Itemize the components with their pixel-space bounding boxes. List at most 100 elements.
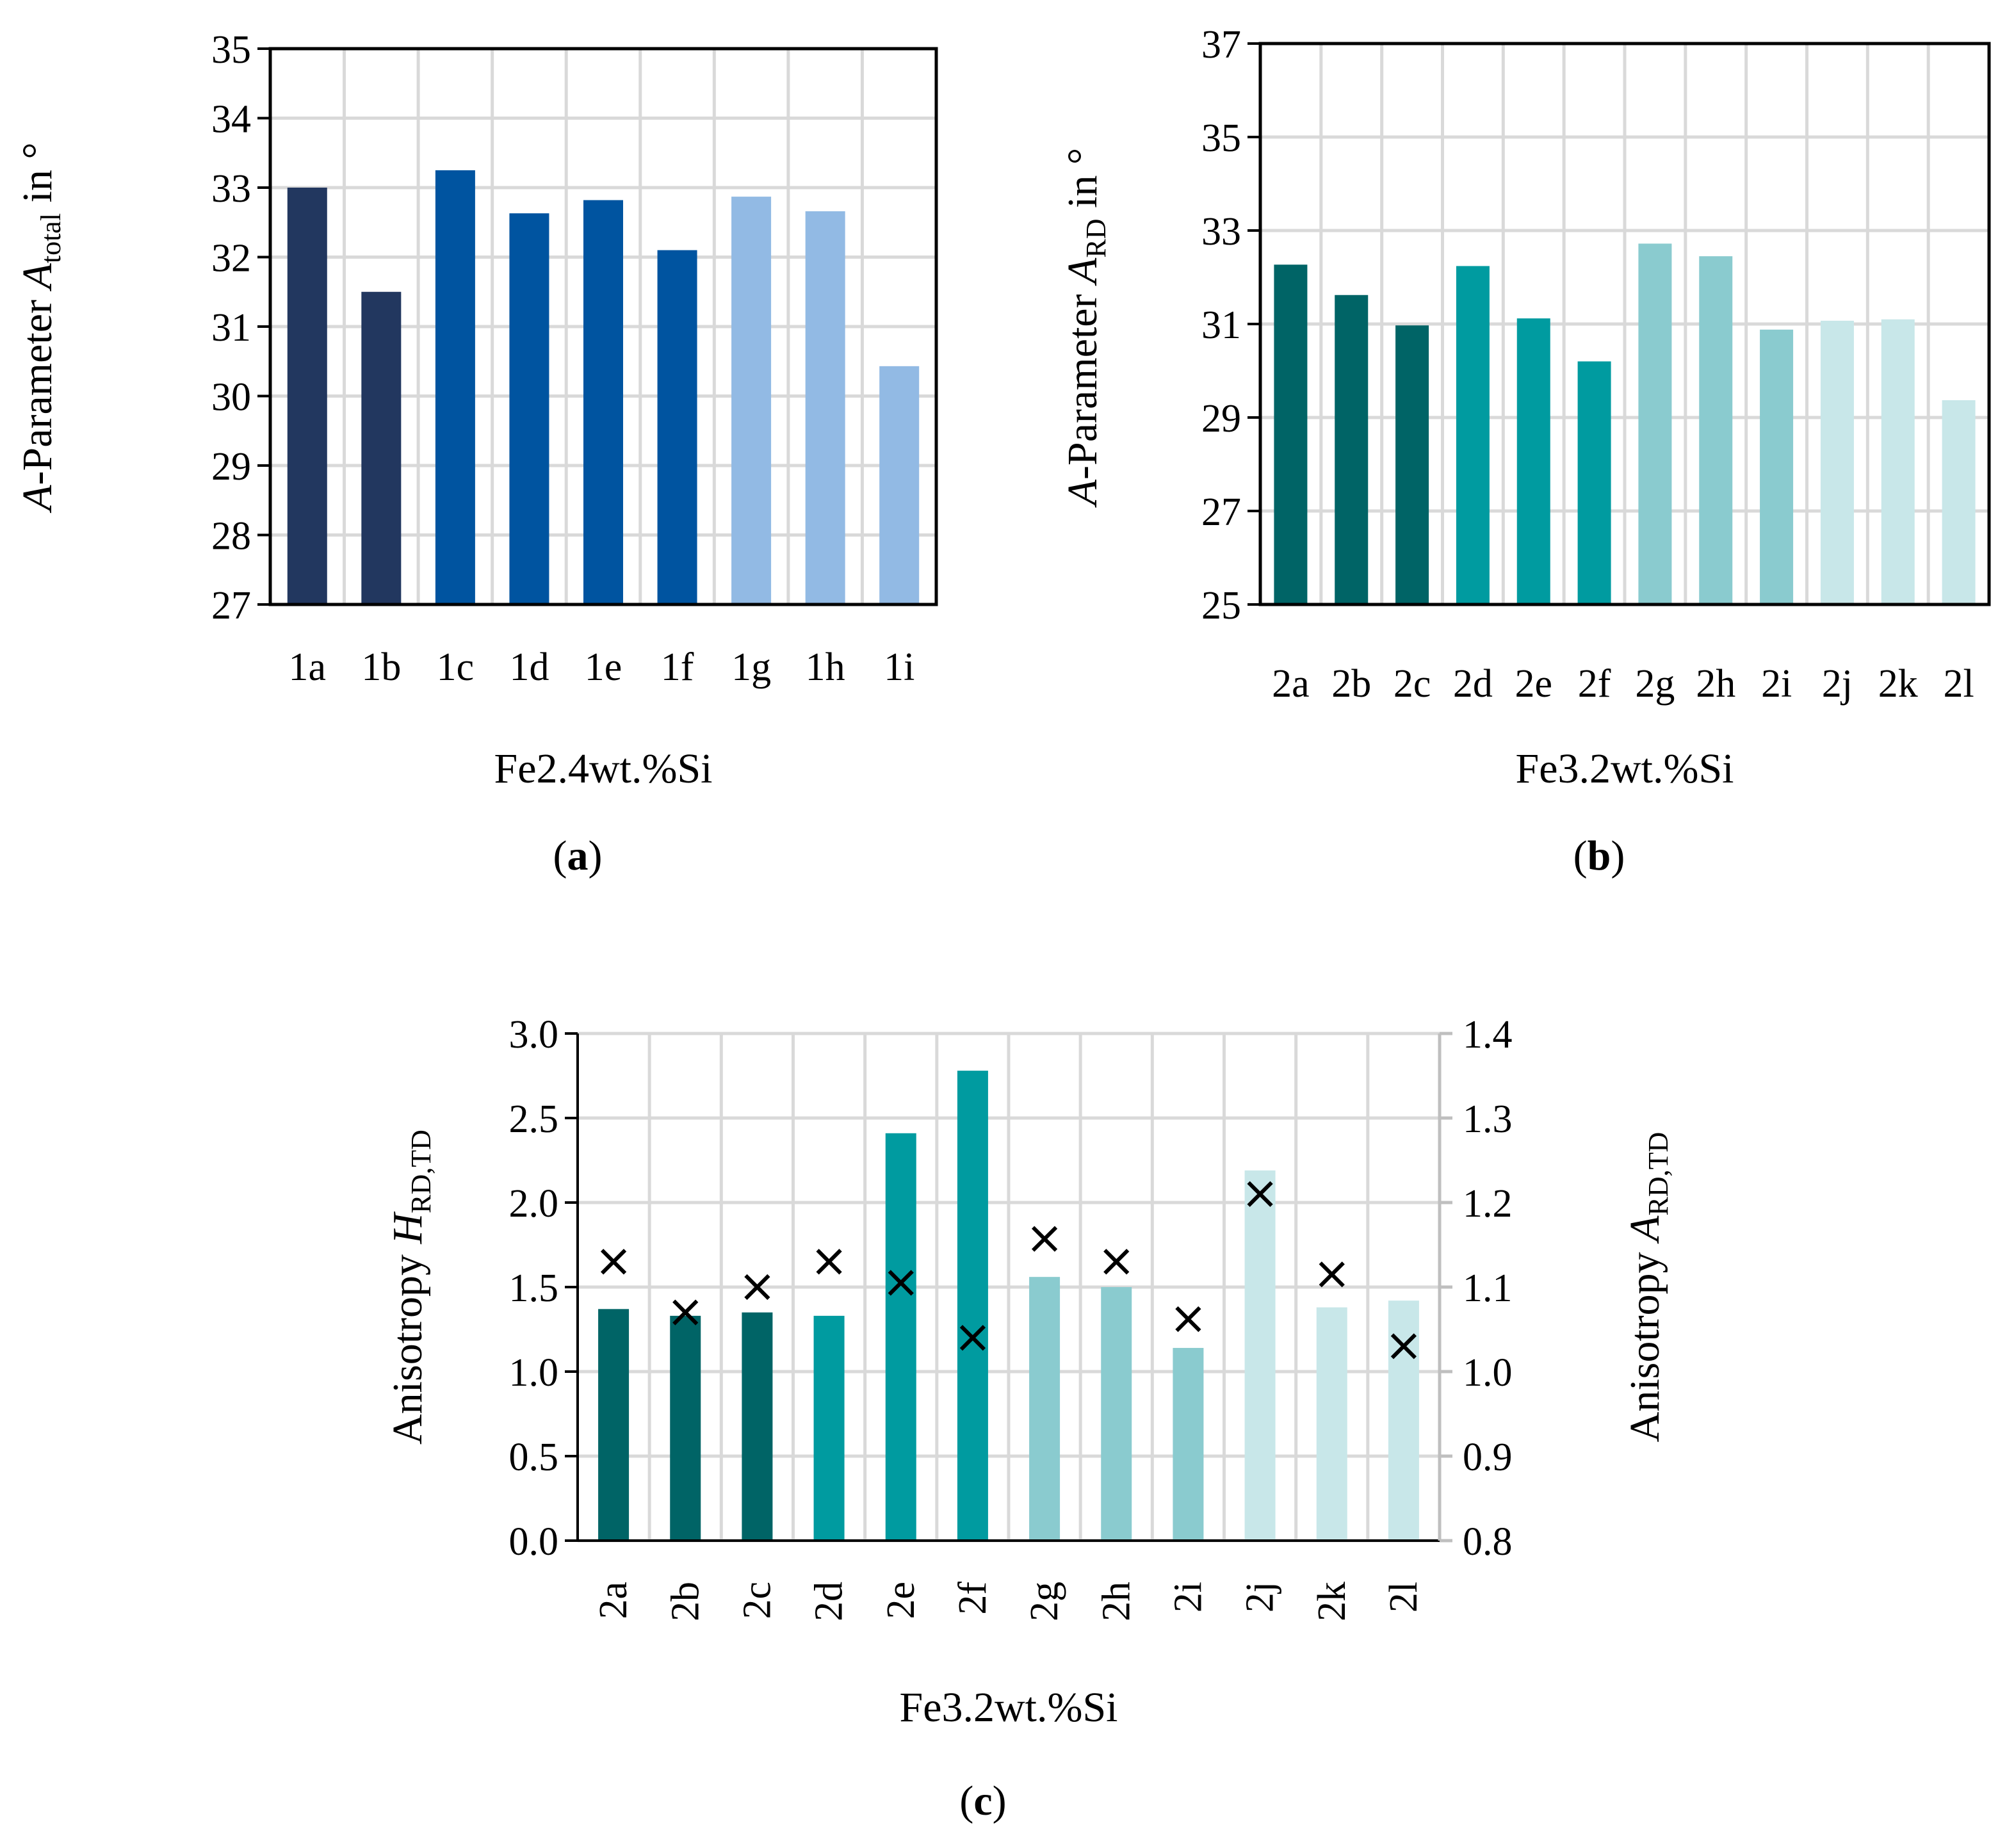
bar-2j <box>1820 320 1854 604</box>
x-category-label: 2b <box>663 1582 707 1621</box>
y-tick-label: 34 <box>211 98 251 142</box>
x-category-label: 2a <box>592 1582 635 1619</box>
bar-2e <box>1516 318 1550 604</box>
x-category-label: 1d <box>509 645 549 689</box>
x-category-label: 2a <box>1272 662 1310 706</box>
bar-2d <box>1456 266 1490 605</box>
bar-2a <box>1274 264 1308 604</box>
y2-tick-label: 1.1 <box>1463 1267 1513 1310</box>
y-axis-title: A-Parameter Atotal in ° <box>14 142 67 514</box>
y-tick-label: 1.5 <box>509 1267 559 1310</box>
x-marker-2b <box>672 1299 699 1325</box>
x-category-label: 1b <box>361 645 401 689</box>
bar-1i <box>879 366 920 604</box>
bar-2e <box>885 1133 916 1541</box>
x-marker-2d <box>816 1249 842 1275</box>
bar-2h <box>1101 1287 1132 1541</box>
bar-2d <box>813 1315 845 1541</box>
y-tick-label: 3.0 <box>509 1013 559 1057</box>
x-category-label: 2k <box>1310 1582 1354 1621</box>
plot-frame <box>268 47 938 606</box>
y2-tick-label: 0.9 <box>1463 1436 1513 1479</box>
y-tick-label: 25 <box>1201 584 1241 628</box>
x-axis-title: Fe2.4wt.%Si <box>494 745 712 792</box>
y-tick-label: 30 <box>211 376 251 419</box>
x-category-label: 2l <box>1943 662 1974 706</box>
x-category-label: 2g <box>1635 662 1675 706</box>
x-category-label: 2k <box>1878 662 1918 706</box>
x-category-label: 1f <box>661 645 694 689</box>
x-category-label: 2j <box>1239 1582 1282 1612</box>
bar-2i <box>1173 1348 1204 1541</box>
x-category-label: 2d <box>1453 662 1493 706</box>
bar-2c <box>742 1312 773 1541</box>
y-tick-label: 31 <box>1201 304 1241 347</box>
bar-1a <box>287 188 327 604</box>
y-axis-title: Anisotropy HRD,TD <box>384 1130 437 1445</box>
x-category-label: 2d <box>808 1582 851 1621</box>
bar-2b <box>670 1315 701 1541</box>
x-marker-2f <box>959 1325 986 1351</box>
x-category-label: 1e <box>585 645 622 689</box>
y-tick-label: 27 <box>1201 490 1241 534</box>
x-category-label: 2h <box>1696 662 1735 706</box>
x-category-label: 2j <box>1822 662 1853 706</box>
chart-panel-a: 27 28 29 30 31 32 33 34 35 1a 1b 1c 1d 1e 1f 1g 1h 1i A-Pa… <box>14 28 938 879</box>
bar-1f <box>657 250 697 604</box>
x-category-label: 1i <box>884 645 914 689</box>
panel-label: (b) <box>1573 832 1625 879</box>
y-tick-label: 2.5 <box>509 1098 559 1141</box>
x-marker-2j <box>1247 1181 1273 1207</box>
x-category-label: 2i <box>1166 1582 1210 1612</box>
y2-axis-title: Anisotropy ARD,TD <box>1621 1132 1674 1443</box>
y-tick-label: 37 <box>1201 23 1241 67</box>
bar-1e <box>583 200 623 604</box>
x-category-label: 2l <box>1382 1582 1426 1612</box>
bar-2g <box>1029 1277 1060 1541</box>
bar-2f <box>957 1071 988 1541</box>
bar-1h <box>805 211 845 604</box>
bar-2f <box>1577 361 1611 604</box>
x-category-label: 2i <box>1761 662 1792 706</box>
x-category-label: 2b <box>1331 662 1371 706</box>
y-tick-label: 29 <box>211 445 251 489</box>
y-tick-label: 1.0 <box>509 1351 559 1395</box>
x-marker-2i <box>1175 1306 1201 1333</box>
y2-tick-label: 1.4 <box>1463 1013 1513 1057</box>
bar-2k <box>1316 1307 1347 1541</box>
x-category-label: 2e <box>879 1582 923 1619</box>
y2-tick-label: 1.3 <box>1463 1098 1513 1141</box>
bar-2h <box>1699 256 1733 604</box>
x-axis-title: Fe3.2wt.%Si <box>1515 745 1734 792</box>
y-tick-label: 28 <box>211 515 251 558</box>
panel-label: (a) <box>553 832 603 879</box>
y-tick-label: 35 <box>1201 117 1241 160</box>
bar-2c <box>1395 325 1429 604</box>
x-marker-2g <box>1031 1226 1058 1252</box>
bar-1g <box>731 197 772 605</box>
plot-frame <box>1258 42 1991 606</box>
bar-2a <box>598 1309 630 1541</box>
x-category-label: 1c <box>437 645 475 689</box>
x-category-label: 2f <box>1578 662 1611 706</box>
x-marker-2l <box>1390 1333 1417 1359</box>
x-category-label: 1a <box>289 645 327 689</box>
y2-tick-label: 1.0 <box>1463 1351 1513 1395</box>
y-axis-title: A-Parameter ARD in ° <box>1059 148 1112 508</box>
y-tick-label: 32 <box>211 237 251 280</box>
y-tick-label: 2.0 <box>509 1182 559 1226</box>
x-category-label: 2f <box>951 1582 995 1615</box>
x-marker-2h <box>1103 1249 1130 1275</box>
x-marker-2a <box>600 1249 627 1275</box>
x-category-label: 1g <box>731 645 771 689</box>
x-axis-title: Fe3.2wt.%Si <box>899 1684 1117 1731</box>
y-tick-label: 33 <box>1201 210 1241 254</box>
bar-2l <box>1942 400 1976 604</box>
x-category-label: 2h <box>1094 1582 1138 1621</box>
bar-1d <box>509 213 549 604</box>
y2-tick-label: 1.2 <box>1463 1182 1513 1226</box>
chart-panel-c: 0.0 0.5 1.0 1.5 2.0 2.5 3.0 2a 2b 2c 2d 2e 2f 2g 2h 2i 2… <box>384 1013 1674 1824</box>
y-tick-label: 35 <box>211 28 251 72</box>
bar-1c <box>435 170 475 604</box>
